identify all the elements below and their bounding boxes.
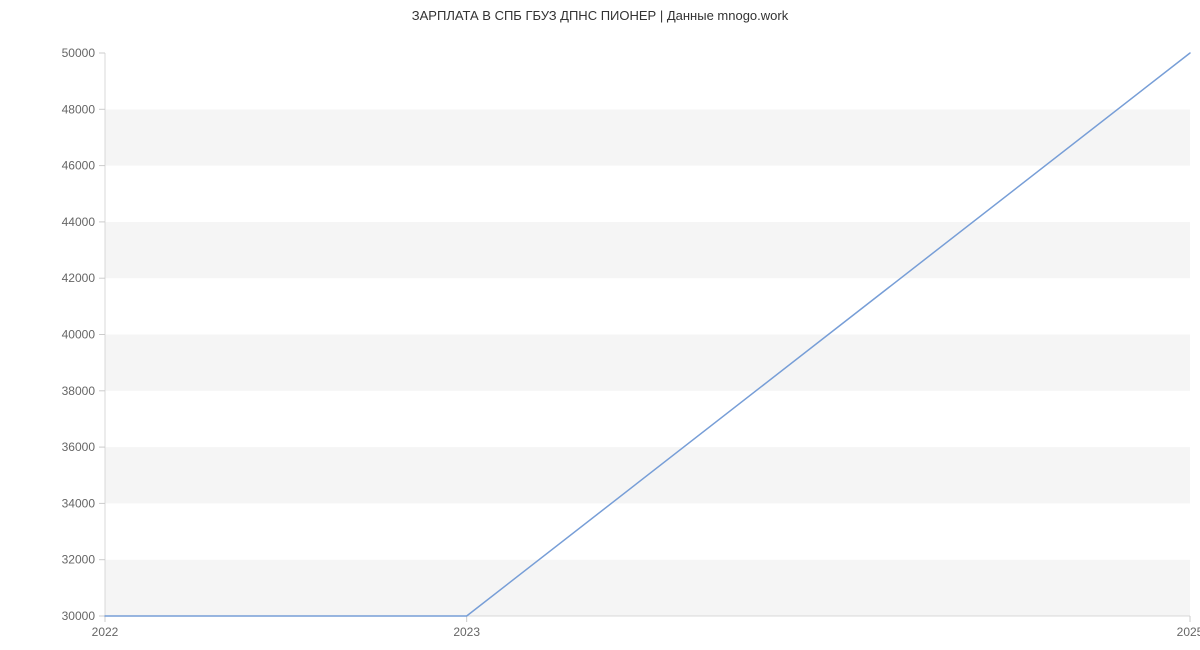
y-tick-label: 30000 [62,609,96,623]
y-tick-label: 40000 [62,328,96,342]
plot-band [105,391,1190,447]
plot-band [105,278,1190,334]
y-tick-label: 32000 [62,553,96,567]
y-tick-label: 50000 [62,46,96,60]
y-tick-label: 44000 [62,215,96,229]
y-tick-label: 34000 [62,496,96,510]
salary-line-chart: ЗАРПЛАТА В СПБ ГБУЗ ДПНС ПИОНЕР | Данные… [0,0,1200,650]
plot-band [105,560,1190,616]
x-tick-label: 2022 [92,625,119,639]
plot-band [105,53,1190,109]
y-tick-label: 38000 [62,384,96,398]
x-tick-label: 2023 [453,625,480,639]
plot-band [105,166,1190,222]
plot-band [105,503,1190,559]
plot-band [105,109,1190,165]
y-tick-label: 48000 [62,102,96,116]
plot-band [105,222,1190,278]
chart-svg: 30000 32000 34000 36000 38000 40000 42000 44000… [0,0,1200,650]
x-tick-label: 2025 [1177,625,1200,639]
y-tick-label: 46000 [62,159,96,173]
y-tick-label: 42000 [62,271,96,285]
plot-band [105,335,1190,391]
y-tick-label: 36000 [62,440,96,454]
